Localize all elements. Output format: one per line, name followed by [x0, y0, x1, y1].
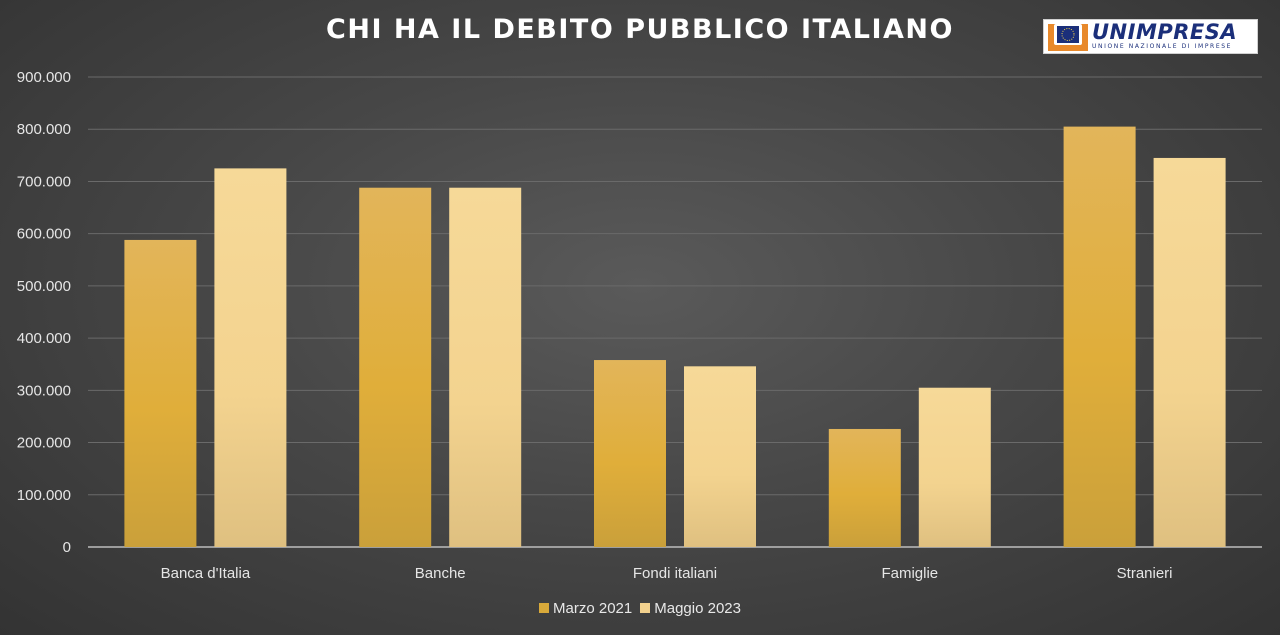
x-tick-label: Banche: [415, 565, 466, 582]
bar-fondi-italiani-0: [594, 360, 666, 547]
y-tick-label: 800.000: [17, 121, 71, 138]
y-tick-label: 300.000: [17, 382, 71, 399]
bar-stranieri-1: [1153, 157, 1226, 547]
chart-legend: Marzo 2021 Maggio 2023: [0, 600, 1280, 617]
bar-fondi-italiani-1: [684, 366, 756, 547]
bar-chart: 0 100.000 200.000 300.000 400.000 500.000 600.…: [17, 69, 1262, 582]
legend-swatch: [640, 603, 651, 613]
y-tick-label: 500.000: [17, 278, 71, 295]
y-tick-label: 400.000: [17, 330, 71, 347]
y-tick-label: 900.000: [17, 69, 71, 86]
legend-label: Marzo 2021: [553, 600, 633, 617]
y-tick-label: 200.000: [17, 435, 71, 452]
x-tick-label: Stranieri: [1117, 565, 1173, 582]
logo-subtitle: UNIONE NAZIONALE DI IMPRESE: [1092, 43, 1233, 50]
x-tick-label: Banca d'Italia: [161, 565, 251, 582]
logo-name: UNIMPRESA: [1092, 20, 1238, 44]
bar-banche-0: [359, 187, 432, 547]
bar-famiglie-0: [828, 428, 901, 547]
bar-banche-1: [449, 187, 522, 547]
bar-stranieri-0: [1063, 126, 1136, 547]
legend-label: Maggio 2023: [654, 600, 741, 617]
y-tick-label: 100.000: [17, 487, 71, 504]
x-tick-label: Famiglie: [881, 565, 938, 582]
bar-banca-d-italia-0: [124, 239, 197, 547]
y-tick-label: 0: [63, 539, 71, 556]
x-tick-label: Fondi italiani: [633, 565, 717, 582]
bar-famiglie-1: [918, 387, 991, 547]
legend-item: Marzo 2021: [539, 600, 632, 617]
unimpresa-logo-icon: [1048, 24, 1088, 51]
bar-banca-d-italia-1: [214, 168, 287, 547]
unimpresa-logo: UNIMPRESA UNIONE NAZIONALE DI IMPRESE: [1043, 19, 1258, 54]
legend-item: Maggio 2023: [640, 600, 741, 617]
y-tick-label: 700.000: [17, 173, 71, 190]
y-tick-label: 600.000: [17, 226, 71, 243]
legend-swatch: [539, 603, 550, 613]
chart-title: CHI HA IL DEBITO PUBBLICO ITALIANO: [326, 14, 954, 45]
